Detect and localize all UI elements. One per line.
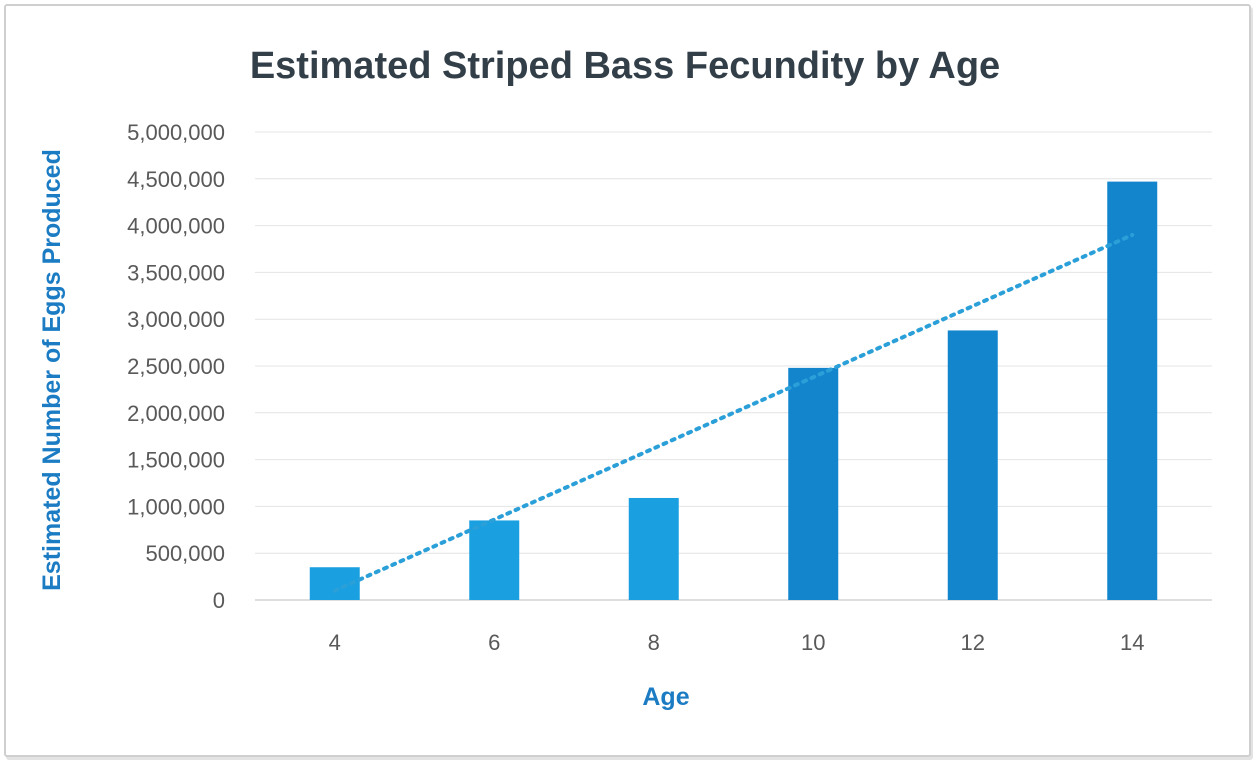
x-axis-label: Age <box>642 683 689 711</box>
x-tick-label: 8 <box>648 630 660 655</box>
bar-age-12 <box>947 330 998 600</box>
bar-age-10 <box>788 367 839 600</box>
y-tick-label: 1,500,000 <box>127 448 225 473</box>
trendline-path <box>332 232 1135 593</box>
y-tick-label: 0 <box>213 588 225 613</box>
x-tick-label: 12 <box>961 630 985 655</box>
y-tick-label: 3,000,000 <box>127 307 225 332</box>
y-tick-label: 3,500,000 <box>127 260 225 285</box>
x-tick-label: 10 <box>801 630 825 655</box>
trendline <box>332 232 1135 593</box>
chart-frame <box>4 4 1251 757</box>
bar-age-6 <box>469 520 520 600</box>
x-tick-label: 14 <box>1120 630 1144 655</box>
y-tick-labels: 0 500,000 1,000,000 1,500,000 2,000,000 2,500… <box>127 120 225 613</box>
bars <box>309 181 1158 600</box>
y-tick-label: 2,000,000 <box>127 401 225 426</box>
bar-age-14 <box>1107 181 1158 600</box>
bar-age-8 <box>628 497 679 600</box>
y-axis-label: Estimated Number of Eggs Produced <box>38 149 66 591</box>
y-tick-label: 4,000,000 <box>127 214 225 239</box>
y-tick-label: 4,500,000 <box>127 167 225 192</box>
x-tick-labels: 4 6 8 10 12 14 <box>329 630 1145 655</box>
gridlines <box>255 131 1212 601</box>
y-tick-label: 5,000,000 <box>127 120 225 145</box>
chart-title: Estimated Striped Bass Fecundity by Age <box>250 45 1000 87</box>
x-tick-label: 6 <box>488 630 500 655</box>
y-tick-label: 1,000,000 <box>127 494 225 519</box>
y-tick-label: 2,500,000 <box>127 354 225 379</box>
y-tick-label: 500,000 <box>145 541 225 566</box>
x-tick-label: 4 <box>329 630 341 655</box>
